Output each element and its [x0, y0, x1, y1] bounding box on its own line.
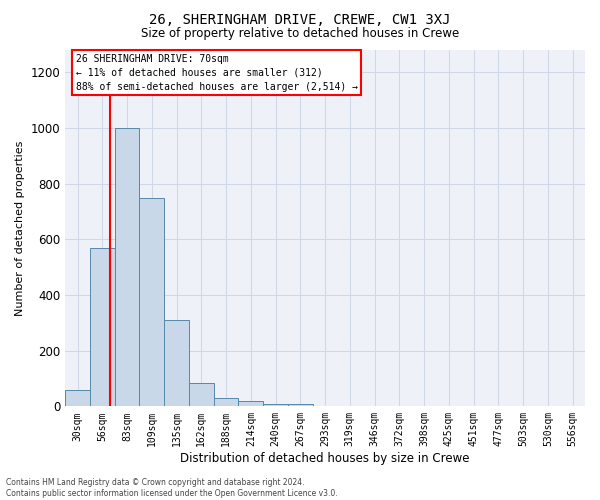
- Text: Contains HM Land Registry data © Crown copyright and database right 2024.
Contai: Contains HM Land Registry data © Crown c…: [6, 478, 338, 498]
- Y-axis label: Number of detached properties: Number of detached properties: [15, 140, 25, 316]
- Bar: [288, 404, 313, 406]
- Bar: [263, 404, 288, 406]
- Bar: [214, 398, 238, 406]
- Text: Size of property relative to detached houses in Crewe: Size of property relative to detached ho…: [141, 28, 459, 40]
- Bar: [238, 401, 263, 406]
- Bar: [90, 248, 115, 406]
- Bar: [189, 382, 214, 406]
- X-axis label: Distribution of detached houses by size in Crewe: Distribution of detached houses by size …: [181, 452, 470, 465]
- Bar: [164, 320, 189, 406]
- Bar: [115, 128, 139, 406]
- Bar: [65, 390, 90, 406]
- Bar: [139, 198, 164, 406]
- Text: 26, SHERINGHAM DRIVE, CREWE, CW1 3XJ: 26, SHERINGHAM DRIVE, CREWE, CW1 3XJ: [149, 12, 451, 26]
- Text: 26 SHERINGHAM DRIVE: 70sqm
← 11% of detached houses are smaller (312)
88% of sem: 26 SHERINGHAM DRIVE: 70sqm ← 11% of deta…: [76, 54, 358, 92]
